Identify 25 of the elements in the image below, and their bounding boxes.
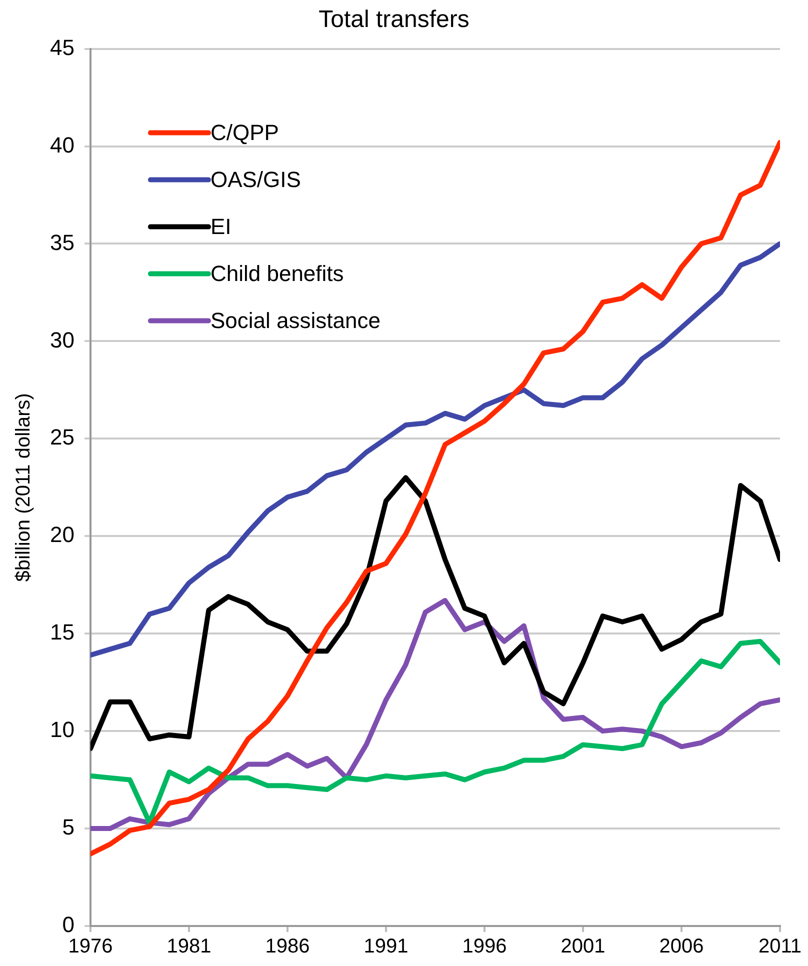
- x-tick-label: 1991: [364, 936, 408, 958]
- legend-label: C/QPP: [210, 120, 279, 145]
- y-axis-title: $billion (2011 dollars): [12, 393, 35, 582]
- x-tick-label: 1986: [265, 936, 310, 958]
- y-tick-label: 35: [50, 230, 74, 255]
- y-tick-label: 40: [50, 132, 74, 158]
- legend-label: EI: [210, 214, 232, 239]
- y-tick-label: 45: [50, 34, 74, 60]
- legend-label: Social assistance: [210, 308, 380, 333]
- x-tick-label: 2011: [758, 936, 802, 958]
- y-tick-label: 20: [50, 522, 74, 548]
- y-tick-label: 30: [50, 327, 74, 352]
- y-tick-label: 5: [62, 814, 74, 840]
- x-tick-label: 2006: [659, 936, 704, 958]
- chart-title: Total transfers: [318, 6, 470, 34]
- x-tick-label: 1981: [166, 936, 212, 958]
- x-tick-label: 1976: [68, 936, 113, 958]
- y-tick-label: 15: [50, 620, 74, 645]
- y-tick-label: 0: [62, 912, 74, 938]
- y-tick-label: 25: [50, 424, 74, 450]
- x-tick-label: 1996: [462, 936, 507, 958]
- y-tick-label: 10: [50, 717, 74, 742]
- legend-label: Child benefits: [210, 260, 344, 286]
- legend-label: OAS/GIS: [210, 166, 301, 192]
- x-tick-label: 2001: [560, 936, 606, 958]
